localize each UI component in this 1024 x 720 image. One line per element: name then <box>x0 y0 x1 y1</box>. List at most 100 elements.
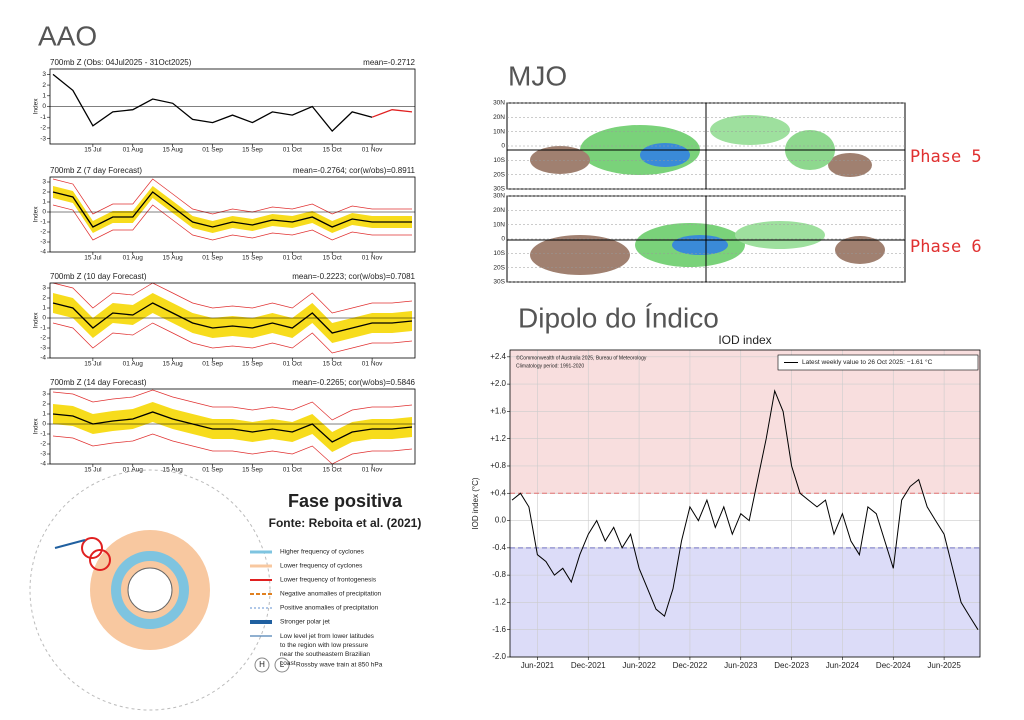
lat-label: 30N <box>493 100 505 107</box>
lat-label: 0 <box>501 236 505 243</box>
y-tick-label: 2 <box>42 82 46 89</box>
x-tick-label: 15 Aug <box>163 467 184 474</box>
lat-label: 20N <box>493 207 505 214</box>
legend-label: Latest weekly value to 26 Oct 2025: −1.6… <box>802 358 933 366</box>
y-tick-label: -2 <box>40 335 46 342</box>
diagram: H L Rossby wave train at 850 hPa <box>29 469 383 711</box>
y-tick-label: -3 <box>40 239 46 246</box>
diagram-title: Fase positiva <box>288 491 403 511</box>
legend-label: Stronger polar jet <box>280 619 330 626</box>
frontogenesis <box>81 537 103 559</box>
x-tick-label: 15 Aug <box>163 361 184 368</box>
x-tick-label: Dec-2022 <box>673 661 708 670</box>
x-tick-label: 01 Nov <box>362 361 383 368</box>
x-tick-label: 15 Sep <box>242 255 263 262</box>
x-tick-label: 01 Oct <box>283 255 302 262</box>
y-tick-label: -2 <box>40 125 46 132</box>
legend-label: Higher frequency of cyclones <box>280 549 365 556</box>
y-tick-label: 2 <box>42 189 46 196</box>
y-tick-label: 1 <box>42 199 46 206</box>
mjo-map <box>506 195 906 283</box>
y-tick-label: 3 <box>42 391 46 398</box>
series-line <box>52 191 412 228</box>
y-tick-label: -1 <box>40 114 46 121</box>
y-tick-label: -4 <box>40 355 46 362</box>
y-tick-label: -3 <box>40 135 46 142</box>
lat-label: 30S <box>493 186 505 193</box>
x-tick-label: 15 Aug <box>163 147 184 154</box>
y-tick-label: +2.0 <box>490 379 506 388</box>
cyclone-ring <box>111 551 189 629</box>
anomaly <box>640 143 690 167</box>
y-tick-label: -1 <box>40 325 46 332</box>
x-tick-label: 01 Nov <box>362 255 383 262</box>
antarctica <box>127 567 173 613</box>
x-tick-label: 01 Oct <box>283 361 302 368</box>
legend-label: Negative anomalies of precipitation <box>280 591 382 598</box>
lat-label: 30S <box>493 279 505 286</box>
panel-subtitle: mean=-0.2223; cor(w/obs)=0.7081 <box>292 272 415 281</box>
x-tick-label: 01 Oct <box>283 147 302 154</box>
x-tick-label: 01 Aug <box>123 361 144 368</box>
panel-title: 700mb Z (10 day Forecast) <box>50 272 147 281</box>
x-tick-label: 01 Sep <box>202 361 223 368</box>
heading: Dipolo do Índico <box>518 302 719 333</box>
l-symbol: L <box>280 660 285 669</box>
series-line <box>371 109 413 118</box>
envelope-line <box>52 322 413 354</box>
chart-title: IOD index <box>718 333 771 347</box>
y-axis-label: Index <box>33 98 40 115</box>
spread-band <box>53 402 412 452</box>
x-tick-label: 15 Jul <box>84 255 102 262</box>
x-tick-label: 15 Oct <box>323 147 342 154</box>
y-tick-label: -4 <box>40 249 46 256</box>
anomaly <box>530 235 630 275</box>
x-tick-label: 01 Aug <box>123 467 144 474</box>
panel-subtitle: mean=-0.2764; cor(w/obs)=0.8911 <box>293 166 416 175</box>
y-tick-label: -2 <box>40 229 46 236</box>
series-line <box>511 389 979 630</box>
mjo-map <box>506 102 906 190</box>
h-circle <box>254 657 270 673</box>
heading: MJO <box>508 60 567 91</box>
y-tick-label: 2 <box>42 401 46 408</box>
panel-subtitle: mean=-0.2265; cor(w/obs)=0.5846 <box>292 378 415 387</box>
y-axis-label: IOD index (°C) <box>471 477 480 529</box>
x-tick-label: 15 Sep <box>242 467 263 474</box>
x-tick-label: Jun-2022 <box>622 661 656 670</box>
anomaly <box>710 115 790 145</box>
y-tick-label: +2.4 <box>490 352 506 361</box>
y-tick-label: 0 <box>42 103 46 110</box>
x-tick-label: 15 Sep <box>242 361 263 368</box>
y-tick-label: 1 <box>42 411 46 418</box>
anomaly <box>735 221 825 249</box>
y-tick-label: +0.4 <box>490 488 506 497</box>
legend-label: Lower frequency of cyclones <box>280 563 363 570</box>
envelope-line <box>52 433 413 465</box>
lat-label: 10S <box>493 250 505 257</box>
lat-label: 20S <box>493 171 505 178</box>
x-tick-label: 15 Jul <box>84 147 102 154</box>
series-line <box>52 302 413 334</box>
lat-label: 0 <box>501 143 505 150</box>
lat-label: 10N <box>493 128 505 135</box>
y-tick-label: -1.6 <box>492 625 506 634</box>
x-tick-label: 01 Nov <box>362 467 383 474</box>
panel-subtitle: mean=-0.2712 <box>363 58 415 67</box>
x-tick-label: 15 Jul <box>84 467 102 474</box>
x-tick-label: 01 Aug <box>123 147 144 154</box>
y-tick-label: 0.0 <box>495 516 507 525</box>
y-axis-label: Index <box>33 418 40 435</box>
x-tick-label: 15 Jul <box>84 361 102 368</box>
heading: AAO <box>38 20 97 51</box>
anomaly <box>530 146 590 174</box>
x-tick-label: 01 Sep <box>202 467 223 474</box>
note: Climatology period: 1991-2020 <box>516 363 584 369</box>
series-line <box>52 73 373 133</box>
y-tick-label: +1.6 <box>490 407 506 416</box>
x-tick-label: 01 Oct <box>283 467 302 474</box>
l-circle <box>274 657 290 673</box>
jet-arrow <box>54 539 86 549</box>
